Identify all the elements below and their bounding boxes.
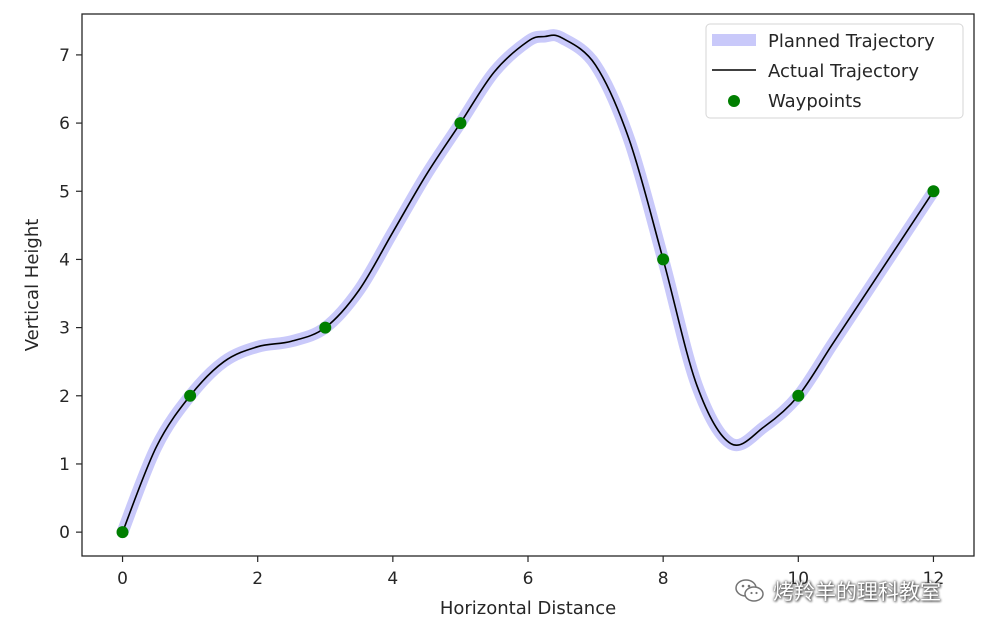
y-tick-label: 1: [59, 455, 70, 475]
waypoint-marker: [454, 117, 467, 130]
watermark: 烤羚羊的理科教室: [735, 574, 941, 608]
y-tick-label: 7: [59, 46, 70, 66]
waypoint-marker: [319, 321, 332, 334]
legend-box: [705, 23, 964, 119]
x-axis-label: Horizontal Distance: [440, 598, 616, 619]
waypoint-marker: [927, 185, 940, 198]
y-tick-label: 6: [59, 114, 70, 134]
y-axis-label: Vertical Height: [22, 219, 43, 352]
watermark-text: 烤羚羊的理科教室: [773, 580, 941, 604]
y-tick-label: 0: [59, 523, 70, 543]
x-tick-label: 8: [658, 569, 669, 589]
legend-label: Planned Trajectory: [768, 31, 935, 52]
x-tick-label: 12: [923, 569, 945, 589]
legend-waypoint-swatch: [728, 95, 740, 107]
waypoint-marker: [792, 389, 805, 402]
y-tick-label: 4: [59, 250, 70, 270]
series-layer: [116, 29, 940, 539]
legend-label: Actual Trajectory: [768, 61, 919, 82]
waypoint-marker: [116, 526, 129, 539]
x-tick-label: 4: [387, 569, 398, 589]
y-tick-label: 3: [59, 319, 70, 339]
actual-trajectory-line: [121, 34, 935, 533]
y-tick-label: 5: [59, 182, 70, 202]
y-tick-label: 2: [59, 387, 70, 407]
x-tick-label: 6: [523, 569, 534, 589]
legend: Planned Trajectory Actual Trajectory Waypo…: [705, 23, 964, 119]
x-tick-label: 10: [787, 569, 809, 589]
x-tick-label: 0: [117, 569, 128, 589]
waypoint-marker: [657, 253, 670, 266]
legend-label: Waypoints: [768, 91, 862, 112]
x-tick-label: 2: [252, 569, 263, 589]
waypoint-marker: [184, 389, 197, 402]
wechat-icon: [735, 579, 764, 602]
